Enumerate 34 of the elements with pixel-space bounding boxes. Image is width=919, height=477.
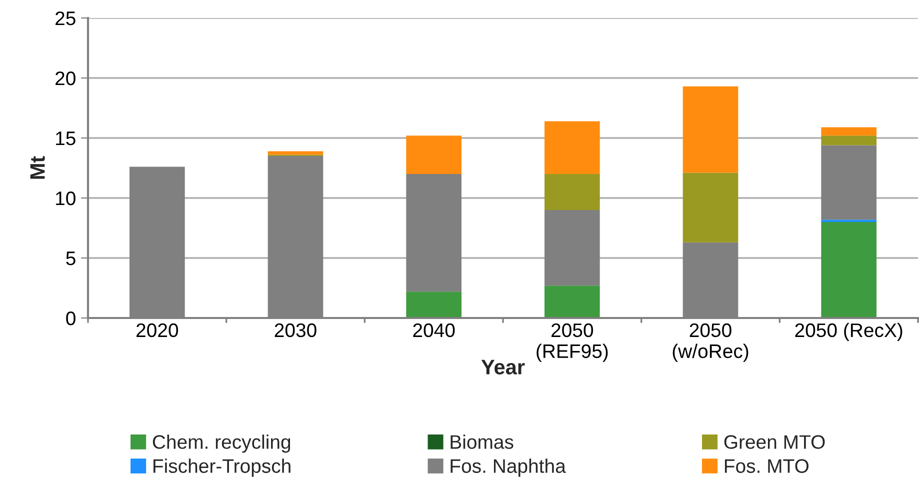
bar: [406, 174, 462, 292]
legend-label: Fos. Naphtha: [450, 458, 566, 477]
x-tick-label: 2050 (REF95): [536, 323, 608, 362]
legend-label: Fos. MTO: [724, 459, 809, 473]
legend-label: Biomas: [450, 434, 514, 449]
bar: [544, 174, 600, 210]
x-tick-label: 2050 (RecX): [795, 322, 902, 341]
bar: [821, 145, 876, 220]
bar: [406, 136, 462, 174]
y-tick-label: 10: [56, 191, 76, 206]
bar: [268, 151, 324, 155]
x-tick-label: 2040: [413, 323, 455, 338]
y-tick-label: 15: [56, 132, 76, 146]
bar: [821, 136, 876, 146]
bar: [406, 292, 462, 318]
bar: [544, 121, 600, 174]
legend-label: Green MTO: [724, 435, 825, 449]
bar: [682, 86, 738, 173]
bar: [682, 172, 738, 242]
legend-label: Fischer-Tropsch: [154, 458, 290, 477]
x-tick-label: 2050 (w/oRec): [672, 323, 748, 362]
legend-label: Chem. recycling: [152, 434, 290, 453]
bar: [821, 127, 876, 136]
y-tick-label: 20: [56, 71, 76, 86]
x-tick-label: 2030: [274, 323, 316, 338]
x-axis-title: Year: [481, 360, 525, 374]
bar: [544, 210, 600, 286]
y-tick-label: 0: [66, 311, 76, 326]
y-axis-title: Mt: [30, 156, 45, 179]
x-tick-label: 2020: [136, 323, 178, 338]
y-tick-label: 25: [56, 11, 76, 26]
bar: [821, 222, 876, 318]
y-tick-label: 5: [66, 252, 76, 266]
bar: [544, 286, 600, 318]
